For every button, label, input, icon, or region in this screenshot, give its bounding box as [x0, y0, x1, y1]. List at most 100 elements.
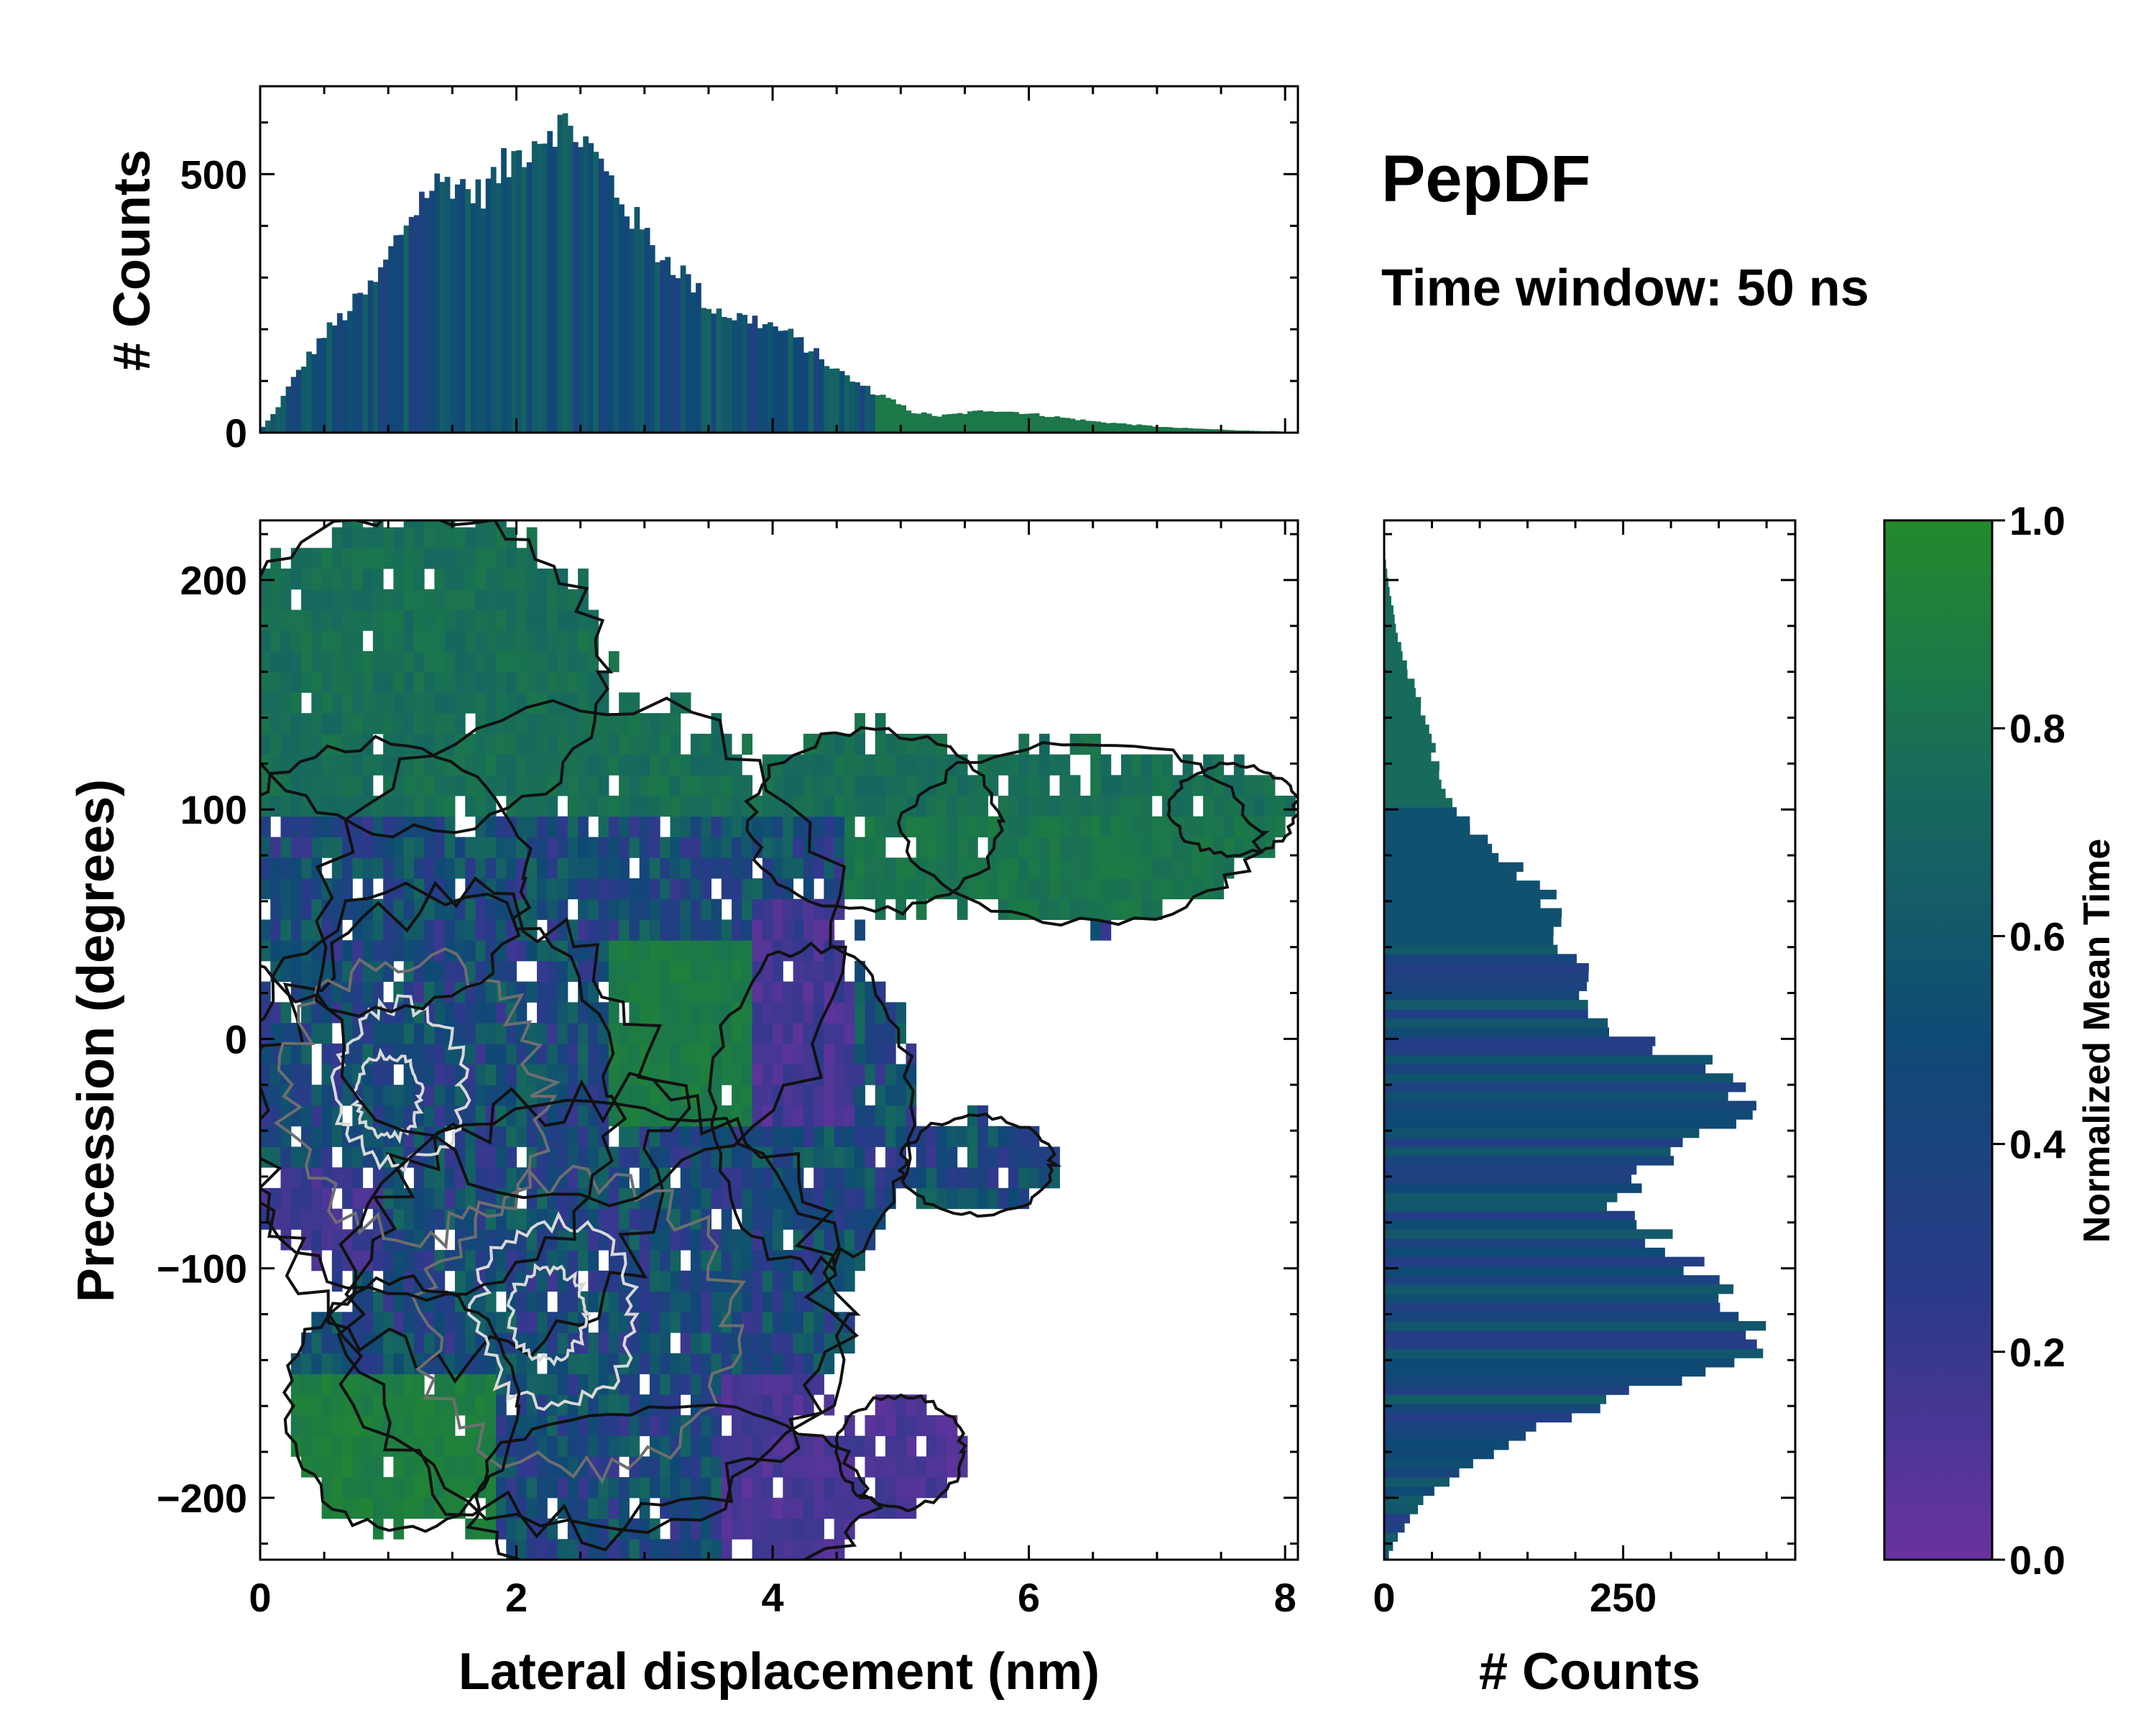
heatmap-cell [906, 816, 917, 838]
heatmap-cell [301, 1002, 312, 1024]
heatmap-cell [824, 1043, 835, 1065]
heatmap-cell [732, 940, 742, 962]
heatmap-cell [916, 837, 927, 858]
right-histogram-bar [1384, 688, 1416, 698]
heatmap-cell [331, 898, 343, 920]
heatmap-cell [434, 520, 446, 528]
heatmap-cell [629, 733, 640, 755]
top-histogram-bar [393, 235, 400, 433]
heatmap-cell [475, 569, 487, 590]
heatmap-cell [301, 878, 312, 900]
heatmap-cell [783, 1374, 794, 1395]
right-histogram-bar [1384, 632, 1398, 643]
right-histogram-bar [1384, 1550, 1389, 1560]
heatmap-cell [321, 1085, 333, 1106]
heatmap-cell [844, 1126, 855, 1147]
heatmap-cell [865, 878, 876, 900]
heatmap-cell [701, 1291, 712, 1312]
heatmap-cell [783, 1085, 794, 1106]
heatmap-cell [506, 1146, 517, 1168]
heatmap-cell [701, 1312, 712, 1333]
heatmap-cell [352, 589, 364, 610]
heatmap-cell [578, 898, 589, 920]
heatmap-cell [301, 671, 312, 693]
heatmap-cell [444, 589, 456, 610]
heatmap-cell [721, 1312, 732, 1333]
heatmap-cell [413, 1105, 425, 1127]
heatmap-cell [660, 1353, 671, 1374]
heatmap-cell [578, 1229, 589, 1251]
heatmap-cell [598, 1312, 609, 1333]
heatmap-cell [301, 1064, 312, 1085]
heatmap-cell [1008, 796, 1019, 817]
heatmap-cell [352, 610, 364, 631]
right-histogram-bar [1384, 742, 1436, 753]
heatmap-cell [454, 1250, 466, 1271]
heatmap-cell [885, 1064, 896, 1085]
heatmap-cell [690, 796, 701, 817]
heatmap-cell [1049, 816, 1060, 838]
heatmap-cell [588, 1394, 599, 1416]
heatmap-cell [854, 1146, 865, 1168]
heatmap-cell [629, 898, 640, 920]
heatmap-cell [1100, 796, 1112, 817]
top-histogram-bar [485, 178, 492, 433]
heatmap-cell [526, 898, 538, 920]
heatmap-cell [783, 1497, 794, 1519]
heatmap-cell [1090, 919, 1101, 941]
heatmap-cell [352, 1002, 364, 1024]
heatmap-cell [506, 671, 517, 693]
heatmap-cell [957, 1187, 968, 1210]
heatmap-cell [854, 857, 865, 879]
top-histogram-bar [475, 179, 482, 433]
heatmap-cell [424, 1208, 435, 1230]
heatmap-cell [916, 878, 927, 900]
heatmap-cell [311, 671, 323, 693]
heatmap-cell [547, 857, 558, 879]
right-histogram-bar [1384, 917, 1562, 927]
heatmap-cell [660, 1126, 671, 1147]
right-histogram-bar [1384, 825, 1470, 835]
heatmap-cell [372, 919, 384, 941]
heatmap-cell [660, 981, 671, 1003]
heatmap-cell [1203, 878, 1214, 900]
heatmap-cell [814, 1105, 824, 1127]
heatmap-cell [649, 775, 660, 796]
heatmap-cell [434, 569, 446, 590]
heatmap-cell [701, 1353, 712, 1374]
heatmap-cell [639, 1518, 650, 1540]
main-x-tick-label: 0 [249, 1575, 271, 1620]
heatmap-cell [413, 775, 425, 796]
heatmap-cell [270, 671, 282, 693]
heatmap-cell [916, 1414, 927, 1437]
heatmap-cell [413, 733, 425, 755]
heatmap-cell [270, 857, 282, 879]
heatmap-cell [434, 1187, 446, 1210]
heatmap-cell [742, 1085, 753, 1106]
heatmap-cell [1141, 775, 1153, 796]
heatmap-cell [619, 733, 630, 755]
heatmap-cell [844, 1023, 855, 1044]
heatmap-cell [660, 1414, 671, 1437]
right-histogram-bar [1384, 1202, 1607, 1212]
heatmap-cell [557, 1374, 568, 1395]
heatmap-cell [742, 898, 753, 920]
heatmap-cell [588, 1250, 599, 1271]
heatmap-cell [485, 589, 497, 610]
heatmap-cell [547, 671, 558, 693]
heatmap-cell [270, 569, 282, 590]
heatmap-cell [773, 1250, 783, 1271]
heatmap-cell [413, 1250, 425, 1271]
heatmap-cell [701, 898, 712, 920]
heatmap-cell [721, 919, 732, 941]
heatmap-cell [793, 857, 804, 879]
top-histogram-bar [721, 316, 727, 433]
heatmap-cell [588, 837, 599, 858]
heatmap-cell [485, 610, 497, 631]
heatmap-cell [465, 754, 476, 776]
heatmap-cell [537, 1312, 548, 1333]
heatmap-cell [578, 1250, 589, 1271]
top-histogram-bar [998, 411, 1004, 433]
heatmap-cell [670, 1085, 681, 1106]
heatmap-cell [814, 733, 824, 755]
